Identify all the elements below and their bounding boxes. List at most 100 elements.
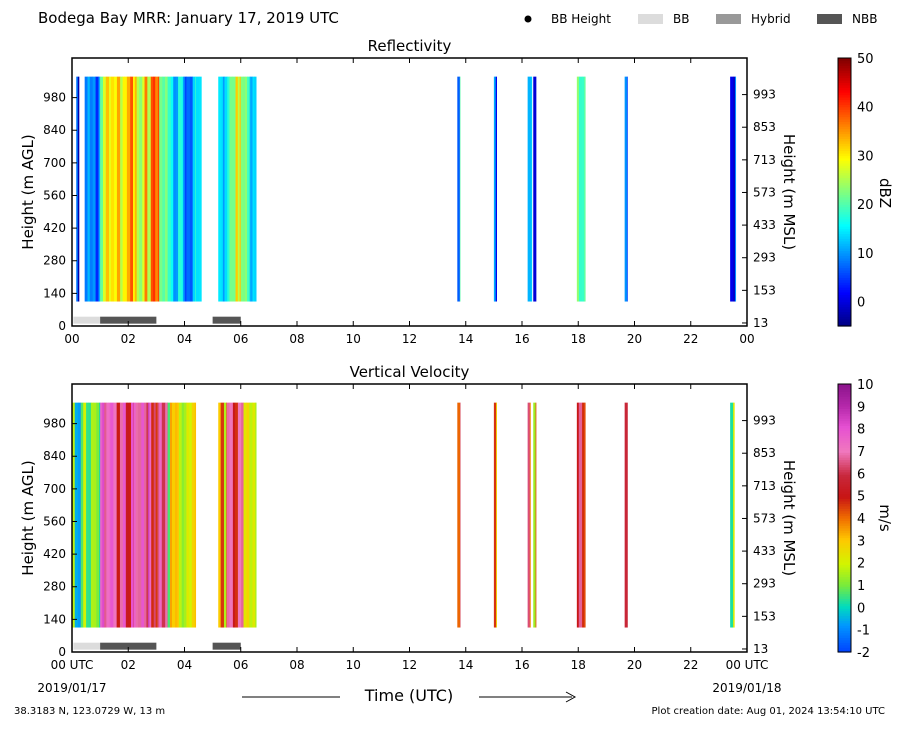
- x-tick-label: 22: [683, 658, 698, 672]
- data-column: [83, 403, 86, 628]
- data-column: [235, 403, 238, 628]
- y-tick-label-agl: 0: [58, 319, 66, 333]
- colorbar-tick-label: 0: [857, 601, 865, 616]
- data-column: [113, 403, 117, 628]
- y-tick-label-msl: 993: [753, 414, 776, 428]
- data-column: [111, 77, 115, 302]
- y-tick-label-msl: 853: [753, 446, 776, 460]
- data-column: [192, 403, 195, 628]
- data-column: [241, 77, 244, 302]
- data-column: [137, 77, 140, 302]
- data-column: [533, 403, 536, 628]
- reflectivity-title: Reflectivity: [368, 37, 452, 55]
- data-column: [153, 77, 156, 302]
- data-column: [100, 77, 103, 302]
- data-column: [199, 77, 202, 302]
- x-tick-label: 18: [571, 332, 586, 346]
- x-tick-label: 06: [233, 658, 248, 672]
- data-column: [168, 403, 171, 628]
- legend-bb-height-label: BB Height: [551, 12, 611, 26]
- location-text: 38.3183 N, 123.0729 W, 13 m: [14, 706, 165, 717]
- x-tick-label: 10: [346, 658, 361, 672]
- data-column: [176, 77, 179, 302]
- data-column: [196, 77, 199, 302]
- reflectivity-colorbar-label: dBZ: [876, 178, 894, 208]
- x-tick-label: 20: [627, 332, 642, 346]
- colorbar-tick-label: 40: [857, 101, 874, 116]
- data-column: [496, 403, 497, 628]
- data-column: [154, 403, 156, 628]
- data-column: [75, 403, 79, 628]
- data-column: [151, 77, 154, 302]
- data-column: [114, 77, 117, 302]
- legend-bb-swatch: [638, 14, 663, 24]
- data-column: [218, 403, 221, 628]
- data-column: [584, 77, 585, 302]
- data-column: [241, 403, 244, 628]
- data-column: [236, 77, 239, 302]
- bright-band-legend: BB Height BB Hybrid NBB: [525, 12, 878, 26]
- data-column: [149, 403, 151, 628]
- data-column: [186, 403, 189, 628]
- y-tick-label-agl: 0: [58, 645, 66, 659]
- data-column: [165, 403, 168, 628]
- colorbar-tick-label: 2: [857, 557, 865, 572]
- data-column: [496, 77, 497, 302]
- data-column: [255, 403, 256, 628]
- data-column: [536, 403, 537, 628]
- data-column: [142, 77, 145, 302]
- x-tick-label: 12: [402, 332, 417, 346]
- data-column: [175, 403, 178, 628]
- x-tick-label: 16: [514, 658, 529, 672]
- colorbar-tick-label: 30: [857, 149, 874, 164]
- x-tick-label: 04: [177, 332, 192, 346]
- data-column: [218, 77, 221, 302]
- data-column: [533, 77, 536, 302]
- x-tick-label: 00: [64, 332, 79, 346]
- data-column: [221, 403, 225, 628]
- data-column: [178, 77, 181, 302]
- data-column: [100, 403, 102, 628]
- data-column: [134, 403, 136, 628]
- data-column: [129, 403, 131, 628]
- data-column: [120, 403, 123, 628]
- y-tick-label-agl: 140: [43, 612, 66, 626]
- data-column: [147, 77, 150, 302]
- date-start: 2019/01/17: [37, 681, 106, 695]
- y-tick-label-msl: 573: [753, 511, 776, 525]
- y-tick-label-msl: 573: [753, 185, 776, 199]
- data-column: [102, 403, 104, 628]
- y-tick-label-agl: 420: [43, 221, 66, 235]
- colorbar-tick-label: 8: [857, 423, 865, 438]
- y-tick-label-agl: 840: [43, 449, 66, 463]
- y-tick-label-agl: 280: [43, 254, 66, 268]
- data-column: [193, 77, 196, 302]
- colorbar-tick-label: -2: [857, 646, 870, 661]
- data-column: [103, 77, 106, 302]
- x-tick-label: 06: [233, 332, 248, 346]
- data-column: [81, 403, 84, 628]
- data-column: [162, 77, 165, 302]
- data-column: [245, 77, 247, 302]
- data-column: [577, 77, 579, 302]
- data-column: [528, 403, 530, 628]
- data-column: [151, 403, 154, 628]
- data-column: [94, 403, 97, 628]
- data-column: [78, 403, 81, 628]
- data-column: [579, 403, 583, 628]
- y-tick-label-agl: 560: [43, 188, 66, 202]
- colorbar-tick-label: 6: [857, 467, 865, 482]
- data-column: [130, 77, 133, 302]
- y-tick-label-msl: 433: [753, 218, 776, 232]
- y-tick-label-agl: 280: [43, 580, 66, 594]
- legend-nbb-label: NBB: [852, 12, 877, 26]
- data-column: [494, 403, 497, 628]
- colorbar-tick-label: 20: [857, 198, 874, 213]
- data-column: [106, 77, 110, 302]
- creation-date-text: Plot creation date: Aug 01, 2024 13:54:1…: [652, 706, 885, 717]
- data-column: [138, 403, 142, 628]
- data-column: [187, 77, 191, 302]
- data-column: [735, 77, 736, 302]
- bright-band-bb-bar: [73, 317, 100, 324]
